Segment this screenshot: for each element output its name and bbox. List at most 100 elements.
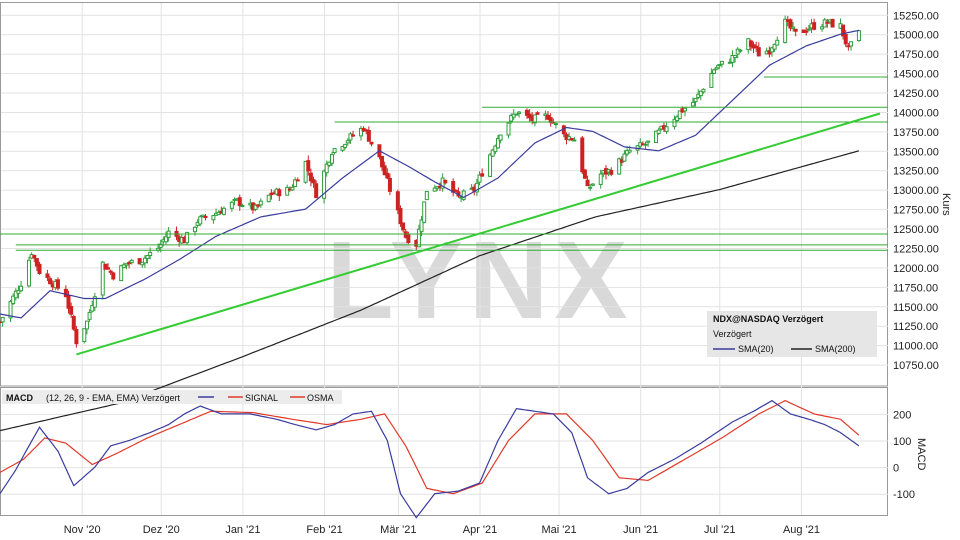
legend-symbol: NDX@NASDAQ Verzögert [713, 314, 823, 324]
watermark-text: LYNX [326, 219, 633, 342]
candle-body [664, 126, 669, 132]
candle-body [221, 207, 226, 215]
y-tick-label: 12500.00 [893, 224, 939, 236]
candle-body [783, 18, 788, 43]
candle-body [730, 55, 735, 63]
candle-body [32, 254, 37, 259]
candle-body [358, 127, 363, 137]
macd-axis-label: MACD [915, 438, 927, 470]
x-tick-label: Apr '21 [463, 524, 498, 536]
candle-body [509, 115, 514, 122]
x-tick-label: Jun '21 [623, 524, 658, 536]
y-tick-label: 13250.00 [893, 166, 939, 178]
candle-body [332, 148, 337, 154]
candle-body [103, 263, 108, 270]
signal-line [0, 399, 860, 495]
macd-title: MACD [6, 393, 33, 403]
candle-body [775, 39, 780, 46]
macd-params: (12, 26, 9 - EMA, EMA) Verzögert [46, 393, 181, 403]
candle-body [295, 179, 300, 182]
price-legend: NDX@NASDAQ Verzögert Verzögert SMA(20) SMA(… [707, 311, 877, 357]
candle-body [240, 204, 245, 207]
y-tick-label: 11500.00 [893, 302, 938, 314]
candle-body [514, 113, 519, 116]
candle-body [714, 67, 719, 70]
candle-body [314, 183, 319, 199]
candle-body [311, 179, 316, 184]
candle-body [119, 265, 124, 282]
candle-body [506, 122, 511, 136]
signal-label: SIGNAL [245, 393, 278, 403]
y-tick-label: 13000.00 [893, 185, 939, 197]
candle-body [124, 263, 129, 266]
candle-body [290, 186, 295, 191]
candle-body [769, 47, 774, 53]
y-tick-label: 12000.00 [893, 263, 939, 275]
candle-body [532, 114, 537, 124]
candle-body [198, 216, 203, 225]
trend-line [76, 112, 881, 356]
candle-body [690, 101, 695, 107]
candle-body [756, 47, 761, 57]
candle-body [480, 173, 485, 177]
axes: Nov '20 Dez '20 Jan '21 Feb '21 Mär '21 Apr '… [64, 10, 952, 536]
y-tick-label: 10750.00 [893, 360, 939, 372]
candle-body [627, 149, 632, 153]
candle-body [712, 69, 717, 74]
candle-body [8, 301, 13, 319]
candle-body [185, 231, 190, 244]
candle-body [588, 186, 593, 189]
candle-body [145, 255, 150, 260]
candle-body [158, 243, 163, 248]
macd-panel-frame [0, 387, 888, 516]
candle-body [345, 140, 350, 144]
candle-body [654, 130, 659, 144]
candle-body [609, 169, 614, 175]
x-tick-label: Nov '20 [64, 524, 101, 536]
candle-body [738, 49, 743, 52]
macd-y-tick-label: 100 [893, 436, 911, 448]
x-tick-label: Jan '21 [225, 524, 260, 536]
candle-body [569, 137, 574, 141]
candle-body [406, 234, 411, 243]
candle-body [382, 165, 387, 176]
candle-body [0, 316, 5, 323]
candle-body [424, 190, 429, 201]
candle-body [683, 107, 688, 112]
macd-y-tick-label: -100 [893, 489, 915, 501]
candle-body [82, 328, 87, 343]
candle-body [148, 251, 153, 257]
y-tick-label: 12750.00 [893, 205, 939, 217]
candle-body [26, 259, 31, 287]
candle-body [343, 143, 348, 148]
candle-body [553, 123, 558, 126]
candle-body [498, 134, 503, 141]
candle-body [524, 109, 529, 116]
candle-body [793, 28, 798, 32]
y-tick-label: 15250.00 [893, 10, 939, 22]
candle-body [474, 182, 479, 193]
candle-body [308, 172, 313, 182]
candle-body [277, 189, 282, 197]
candle-body [643, 143, 648, 146]
macd-legend: MACD (12, 26, 9 - EMA, EMA) Verzögert SIGN… [2, 390, 342, 404]
candle-body [849, 41, 854, 47]
candle-body [395, 191, 400, 211]
candle-body [140, 261, 145, 266]
candle-body [369, 141, 374, 145]
candle-body [11, 295, 16, 305]
macd-panel [0, 399, 860, 519]
candle-body [306, 160, 311, 172]
candle-body [253, 204, 258, 210]
candle-body [590, 183, 595, 186]
candle-body [203, 215, 208, 219]
candle-body [598, 173, 603, 185]
candle-body [698, 90, 703, 97]
candle-body [340, 146, 345, 151]
candle-body [830, 18, 835, 28]
macd-legend-box [2, 390, 342, 404]
candle-body [791, 26, 796, 29]
candle-body [806, 28, 811, 31]
candle-body [443, 179, 448, 184]
candle-body [237, 197, 242, 207]
